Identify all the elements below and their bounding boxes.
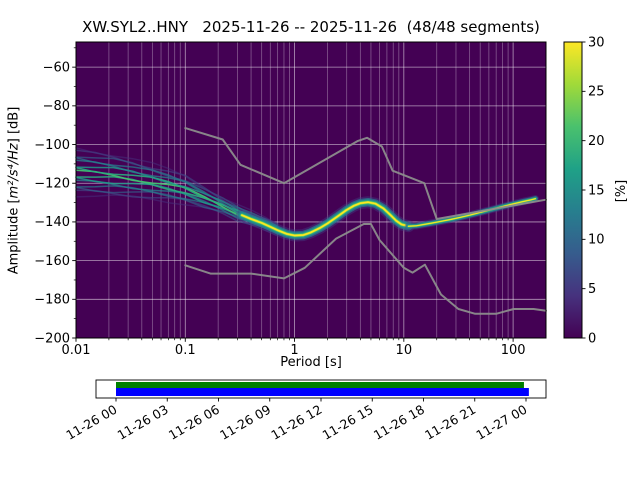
x-tick-label: 100 (501, 343, 526, 358)
x-tick-label: 0.1 (175, 343, 196, 358)
y-tick-label: −120 (34, 177, 70, 192)
coverage-used-bar (116, 382, 524, 388)
x-ticks (75, 338, 514, 342)
coverage-tick-label: 11-27 00 (473, 402, 529, 443)
coverage-tick-label: 11-26 00 (63, 402, 119, 443)
x-tick-labels: 0.01 0.1 1 10 100 (62, 343, 526, 358)
coverage-tick-label: 11-26 03 (115, 402, 171, 443)
grid-major (76, 42, 546, 338)
y-tick-label: −180 (34, 293, 70, 308)
x-axis-label: Period [s] (280, 355, 342, 370)
coverage-tick-label: 11-26 09 (217, 402, 273, 443)
coverage-tick-label: 11-26 18 (371, 402, 427, 443)
colorbar-tick-label: 10 (588, 233, 605, 248)
coverage-tick-label: 11-26 12 (268, 402, 324, 443)
y-tick-label: −160 (34, 254, 70, 269)
chart-title: XW.SYL2..HNY 2025-11-26 -- 2025-11-26 (4… (82, 18, 540, 36)
coverage (95, 379, 547, 402)
y-tick-labels: −60 −80 −100 −120 −140 −160 −180 −200 (34, 60, 70, 346)
colorbar (563, 41, 586, 339)
noise-models (184, 127, 547, 315)
psd-ridge (235, 194, 540, 242)
y-tick-label: −140 (34, 215, 70, 230)
y-tick-label: −80 (43, 99, 70, 114)
grid-minor (108, 42, 509, 338)
colorbar-tick-label: 25 (588, 85, 605, 100)
coverage-data-bar (116, 388, 529, 396)
colorbar-gradient (564, 42, 582, 338)
coverage-tick-label: 11-26 21 (422, 402, 478, 443)
colorbar-tick-label: 30 (588, 35, 605, 50)
coverage-tick-label: 11-26 06 (166, 402, 222, 443)
x-tick-label: 0.01 (62, 343, 91, 358)
colorbar-tick-label: 5 (588, 282, 596, 297)
colorbar-tick-labels: 0 5 10 15 20 25 30 (588, 35, 605, 346)
axes-frame (75, 41, 547, 339)
y-tick-label: −60 (43, 60, 70, 75)
coverage-tick-label: 11-26 15 (320, 402, 376, 443)
colorbar-tick-label: 0 (588, 331, 596, 346)
y-tick-label: −100 (34, 138, 70, 153)
colorbar-tick-label: 15 (588, 183, 605, 198)
x-tick-label: 1 (290, 343, 298, 358)
colorbar-tick-label: 20 (588, 134, 605, 149)
y-tick-label: −200 (34, 331, 70, 346)
x-tick-label: 10 (396, 343, 413, 358)
y-ticks (72, 47, 76, 339)
